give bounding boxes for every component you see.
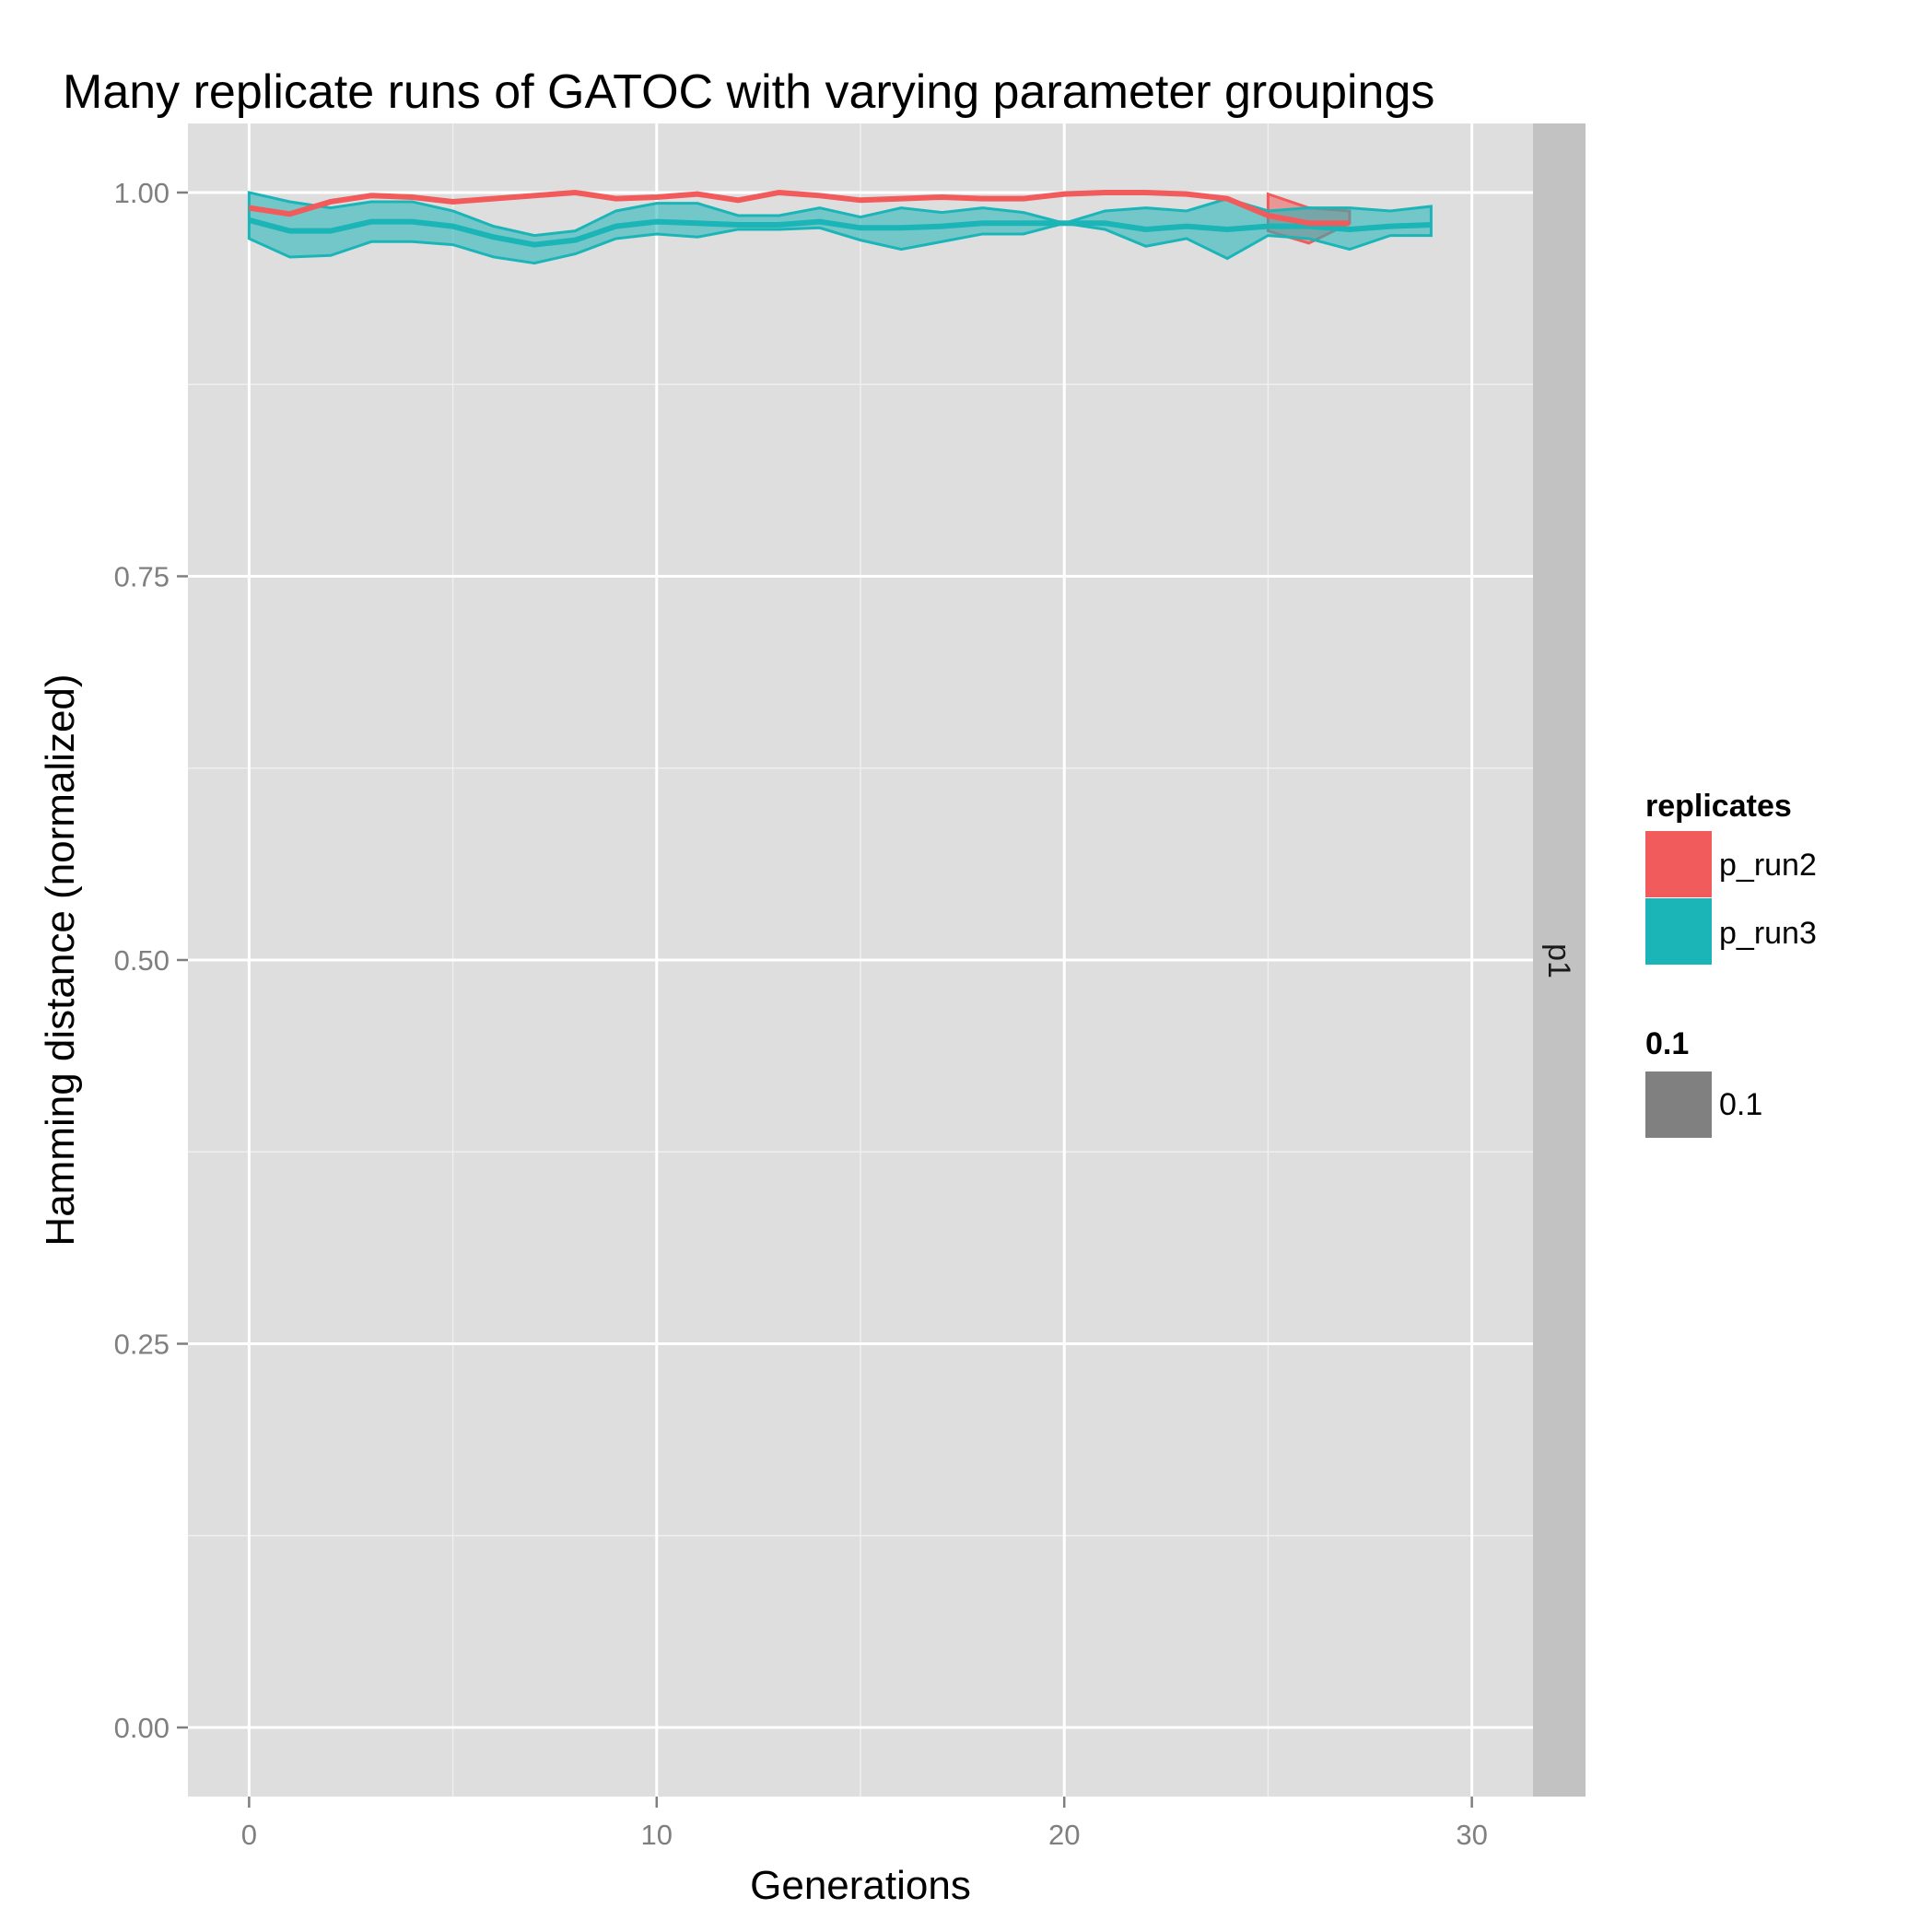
facet-strip [1533, 123, 1586, 1797]
legend-key-alpha [1645, 1071, 1712, 1138]
y-axis-ticks: 0.00 0.25 0.50 0.75 1.00 [114, 177, 188, 1744]
legend-label-alpha: 0.1 [1719, 1087, 1762, 1122]
x-tick-label: 10 [641, 1819, 673, 1851]
x-tick-label: 0 [241, 1819, 257, 1851]
y-tick-label: 0.50 [114, 944, 170, 977]
legend-key-p-run2 [1645, 831, 1712, 897]
y-tick-label: 0.00 [114, 1712, 170, 1744]
y-tick-label: 0.25 [114, 1329, 170, 1361]
legend-title-alpha: 0.1 [1645, 1026, 1689, 1061]
legend-label-p-run3: p_run3 [1719, 916, 1817, 951]
facet-strip-label: p1 [1541, 943, 1576, 978]
y-axis-title: Hamming distance (normalized) [38, 673, 83, 1246]
y-tick-label: 1.00 [114, 177, 170, 209]
major-gridlines [188, 123, 1533, 1797]
x-axis-ticks: 0 10 20 30 [241, 1797, 1488, 1851]
x-axis-title: Generations [750, 1863, 971, 1908]
series-lines [248, 189, 1432, 248]
legend-label-p-run2: p_run2 [1719, 848, 1817, 883]
y-tick-label: 0.75 [114, 560, 170, 592]
x-tick-label: 30 [1456, 1819, 1487, 1851]
line-p-run3 [248, 217, 1432, 248]
legend-key-p-run3 [1645, 898, 1712, 965]
legend-title-replicates: replicates [1645, 789, 1792, 824]
line-p-run2 [248, 189, 1350, 227]
x-tick-label: 20 [1048, 1819, 1080, 1851]
chart-title: Many replicate runs of GATOC with varyin… [63, 65, 1434, 119]
